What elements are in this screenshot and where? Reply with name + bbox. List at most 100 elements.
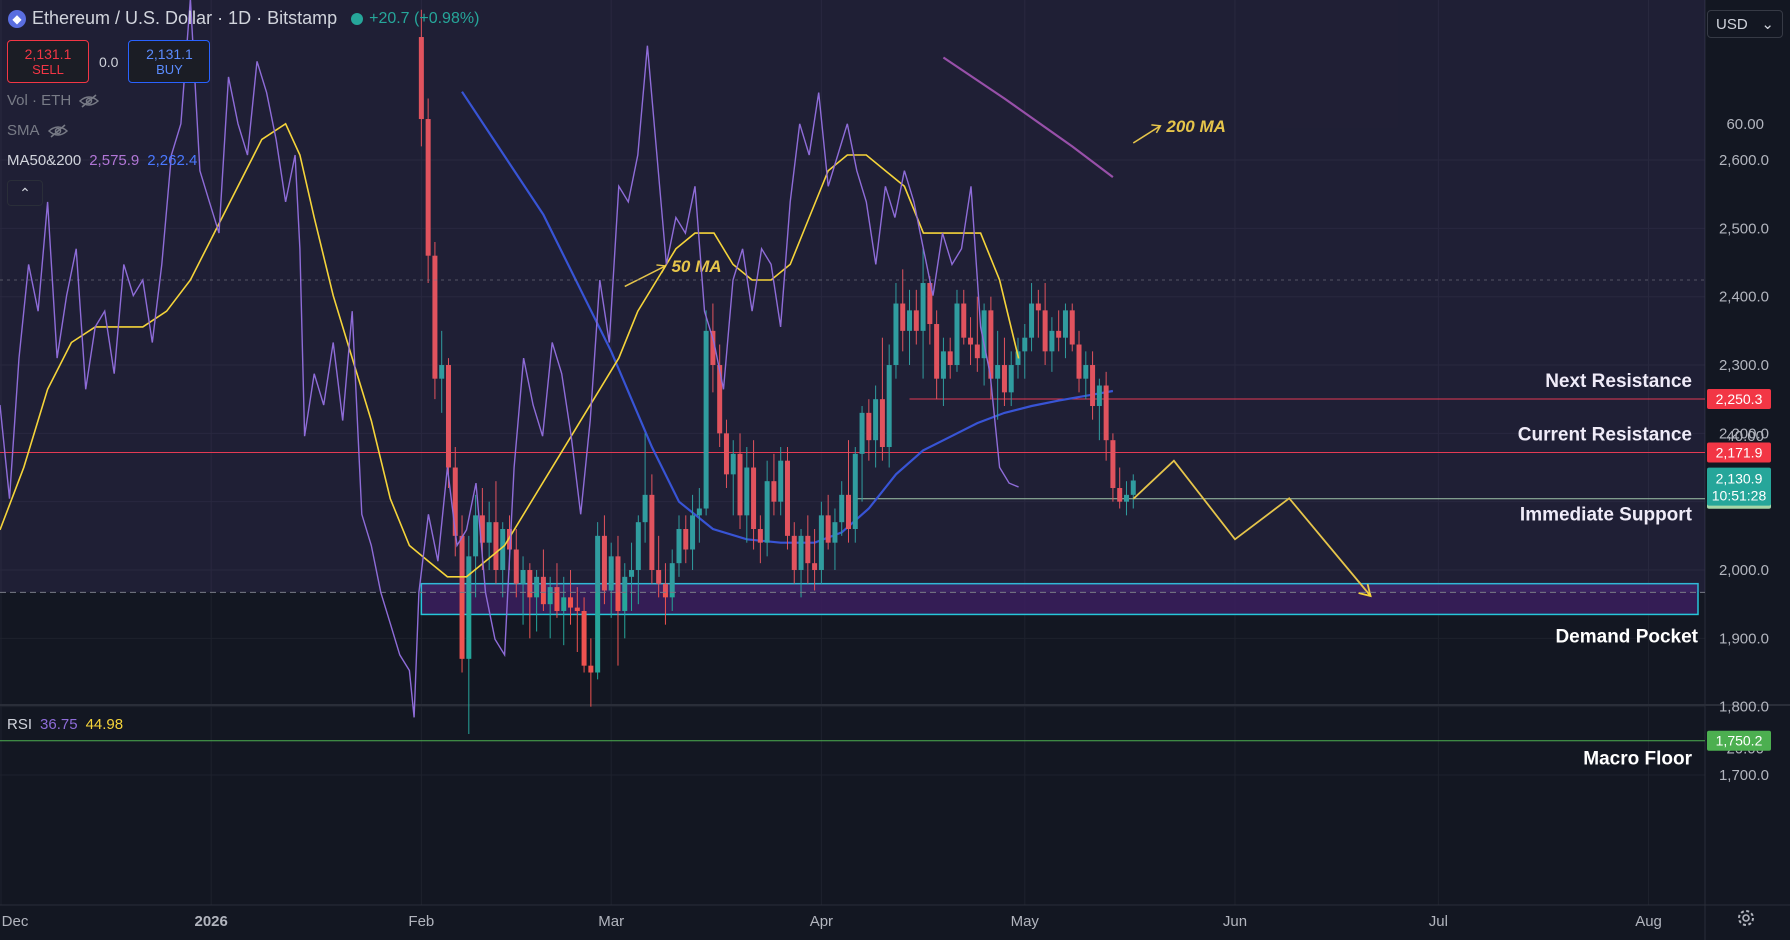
demand-pocket-box: [420, 582, 1699, 616]
rsi-tick-label: 60.00: [1726, 116, 1764, 133]
candle-body: [1035, 303, 1041, 311]
candle-body: [981, 310, 987, 359]
candle-body: [561, 597, 567, 612]
rsi-legend[interactable]: RSI 36.75 44.98: [7, 716, 123, 733]
candle-body: [825, 515, 831, 543]
candle-body: [1076, 344, 1082, 379]
candle-body: [642, 494, 648, 523]
candle-body: [717, 365, 723, 434]
time-axis[interactable]: Dec 2026 Feb Mar Apr May Jun Jul Aug: [2, 913, 1662, 930]
price-tick-label: 2,400.0: [1719, 289, 1769, 306]
annotation-arrowhead: [1151, 124, 1162, 134]
candle-body: [581, 611, 587, 666]
time-tick-label: Apr: [810, 913, 833, 930]
candle-body: [852, 453, 858, 530]
rsi-ma-line: [0, 122, 1020, 578]
candle-body: [1110, 440, 1116, 489]
candlestick-series[interactable]: [418, 9, 1136, 735]
rsi-band: [0, 0, 1705, 593]
candle-body: [534, 576, 540, 598]
ma200-line: [942, 56, 1114, 178]
candle-body: [886, 365, 892, 448]
candle-body: [764, 481, 770, 543]
collapse-indicators-button[interactable]: ⌃: [7, 180, 43, 206]
candle-body: [812, 563, 818, 571]
level-price-tag: [1707, 442, 1771, 463]
price-tick-label: 1,800.0: [1719, 699, 1769, 716]
eye-off-icon[interactable]: [79, 93, 100, 108]
level-lines[interactable]: Next Resistance Current Resistance Immedia…: [0, 371, 1705, 770]
level-price-tag-text: 2,171.9: [1716, 445, 1763, 461]
countdown-text: 10:51:28: [1712, 488, 1767, 504]
rsi-pane[interactable]: [0, 0, 1705, 718]
candle-body: [1083, 365, 1089, 379]
candle-body: [1130, 480, 1136, 495]
candle-body: [507, 529, 512, 550]
candle-body: [1069, 310, 1075, 345]
price-axis[interactable]: 2,600.02,500.02,400.02,300.02,200.02,100…: [1707, 116, 1771, 784]
sell-button[interactable]: 2,131.1 SELL: [7, 40, 89, 83]
level-price-tag-text: 2,250.3: [1716, 391, 1763, 407]
candle-body: [920, 283, 926, 331]
candle-body: [907, 310, 913, 331]
candle-body: [927, 283, 933, 325]
indicator-ma50-200[interactable]: MA50&200 2,575.9 2,262.4: [7, 152, 197, 169]
sell-price: 2,131.1: [24, 45, 72, 62]
candle-body: [608, 556, 614, 591]
indicator-sma[interactable]: SMA: [7, 122, 68, 139]
annotation-label: 50 MA: [671, 257, 721, 276]
buy-button[interactable]: 2,131.1 BUY: [128, 40, 211, 83]
level-label: Immediate Support: [1520, 505, 1693, 526]
candle-body: [466, 556, 472, 659]
projection-line: [1132, 459, 1372, 597]
rsi-line: [0, 0, 1019, 718]
candle-body: [574, 607, 580, 612]
price-tick-label: 2,200.0: [1719, 425, 1769, 442]
currency-value: USD: [1716, 15, 1748, 33]
candle-body: [479, 515, 485, 543]
candle-body: [893, 303, 899, 366]
gear-icon[interactable]: [1735, 907, 1757, 929]
level-price-tag: [1707, 730, 1771, 751]
candle-body: [601, 535, 607, 591]
candle-body: [1001, 365, 1007, 393]
candle-body: [418, 37, 424, 120]
eye-off-icon[interactable]: [47, 123, 68, 138]
chevron-up-icon: ⌃: [19, 184, 31, 201]
candle-body: [730, 453, 736, 475]
candle-body: [744, 467, 750, 516]
candle-body: [669, 563, 675, 598]
demand-pocket-zone[interactable]: Demand Pocket: [420, 582, 1699, 648]
candle-body: [1029, 303, 1035, 338]
candle-body: [995, 365, 1001, 379]
chart-header: ◆ Ethereum / U.S. Dollar · 1D · Bitstamp…: [8, 8, 479, 29]
rsi-label: RSI: [7, 716, 33, 733]
candle-body: [1096, 385, 1102, 407]
candle-body: [595, 535, 601, 673]
projection-path[interactable]: [1132, 459, 1372, 598]
annotation-arrow: [624, 265, 666, 288]
candle-body: [947, 351, 953, 366]
candle-body: [1056, 330, 1062, 338]
candle-body: [1022, 337, 1028, 352]
candle-body: [988, 310, 994, 379]
candle-body: [588, 665, 594, 673]
demand-pocket-label: Demand Pocket: [1555, 626, 1698, 647]
indicator-vol[interactable]: Vol · ETH: [7, 92, 100, 109]
time-tick-label: Mar: [598, 913, 624, 930]
candle-body: [662, 583, 668, 598]
sma-label: SMA: [7, 122, 40, 139]
candle-body: [900, 303, 906, 331]
candle-body: [676, 529, 682, 564]
candle-body: [757, 529, 763, 543]
price-tick-label: 2,500.0: [1719, 220, 1769, 237]
candle-body: [500, 529, 506, 571]
candle-body: [527, 570, 533, 598]
candle-body: [547, 587, 553, 605]
currency-select[interactable]: USD ⌄: [1707, 10, 1783, 38]
candle-body: [805, 535, 811, 564]
market-status-dot: [351, 12, 364, 25]
ethereum-icon: ◆: [8, 9, 26, 28]
